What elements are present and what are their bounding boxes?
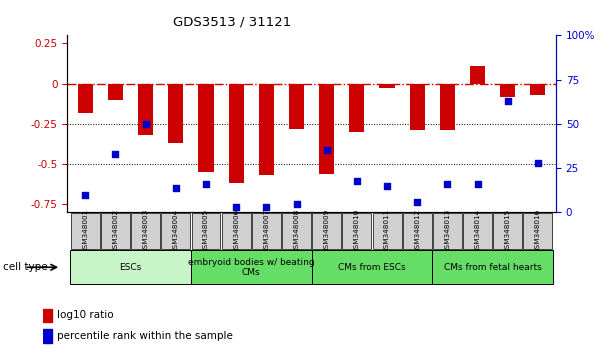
- FancyBboxPatch shape: [463, 213, 492, 249]
- FancyBboxPatch shape: [131, 213, 160, 249]
- Text: GSM348013: GSM348013: [444, 209, 450, 253]
- Text: log10 ratio: log10 ratio: [57, 310, 114, 320]
- FancyBboxPatch shape: [403, 213, 432, 249]
- Text: GSM348003: GSM348003: [142, 209, 148, 253]
- Text: GSM348010: GSM348010: [354, 209, 360, 253]
- Point: [111, 151, 120, 157]
- FancyBboxPatch shape: [71, 213, 100, 249]
- Text: CMs from fetal hearts: CMs from fetal hearts: [444, 263, 541, 272]
- Bar: [229, 84, 244, 183]
- Bar: [199, 84, 214, 172]
- Text: GSM348005: GSM348005: [203, 209, 209, 253]
- Text: GSM348007: GSM348007: [263, 209, 269, 253]
- FancyBboxPatch shape: [312, 250, 433, 284]
- Point: [533, 160, 543, 166]
- Point: [201, 181, 211, 187]
- Point: [141, 121, 150, 127]
- Text: GSM348011: GSM348011: [384, 209, 390, 253]
- Bar: [379, 84, 395, 88]
- Text: ESCs: ESCs: [119, 263, 142, 272]
- Bar: [43, 309, 52, 322]
- Text: percentile rank within the sample: percentile rank within the sample: [57, 331, 233, 341]
- Text: GSM348015: GSM348015: [505, 209, 511, 253]
- FancyBboxPatch shape: [524, 213, 552, 249]
- Text: GSM348008: GSM348008: [293, 209, 299, 253]
- Bar: [43, 329, 52, 343]
- Point: [442, 181, 452, 187]
- FancyBboxPatch shape: [282, 213, 311, 249]
- Point: [81, 192, 90, 198]
- FancyBboxPatch shape: [433, 250, 553, 284]
- FancyBboxPatch shape: [161, 213, 190, 249]
- Bar: [78, 84, 93, 113]
- Bar: [500, 84, 515, 97]
- FancyBboxPatch shape: [191, 213, 221, 249]
- FancyBboxPatch shape: [222, 213, 251, 249]
- Bar: [138, 84, 153, 135]
- Bar: [289, 84, 304, 129]
- Text: cell type: cell type: [3, 262, 48, 272]
- Text: GSM348002: GSM348002: [112, 209, 119, 253]
- Point: [382, 183, 392, 189]
- Bar: [470, 66, 485, 84]
- Text: embryoid bodies w/ beating
CMs: embryoid bodies w/ beating CMs: [188, 258, 315, 277]
- FancyBboxPatch shape: [312, 213, 341, 249]
- Bar: [349, 84, 364, 132]
- Point: [352, 178, 362, 183]
- Text: GSM348016: GSM348016: [535, 209, 541, 253]
- FancyBboxPatch shape: [252, 213, 281, 249]
- Text: GSM348014: GSM348014: [475, 209, 481, 253]
- FancyBboxPatch shape: [70, 250, 191, 284]
- Bar: [319, 84, 334, 174]
- Text: GSM348004: GSM348004: [173, 209, 179, 253]
- Bar: [108, 84, 123, 100]
- Text: GSM348012: GSM348012: [414, 209, 420, 253]
- FancyBboxPatch shape: [373, 213, 401, 249]
- Text: GSM348001: GSM348001: [82, 209, 89, 253]
- Point: [322, 148, 332, 153]
- Point: [473, 181, 483, 187]
- Text: GSM348009: GSM348009: [324, 209, 330, 253]
- FancyBboxPatch shape: [342, 213, 371, 249]
- Text: GDS3513 / 31121: GDS3513 / 31121: [173, 16, 291, 29]
- Bar: [530, 84, 546, 95]
- Text: GSM348006: GSM348006: [233, 209, 239, 253]
- Point: [232, 204, 241, 210]
- Point: [262, 204, 271, 210]
- FancyBboxPatch shape: [433, 213, 462, 249]
- FancyBboxPatch shape: [493, 213, 522, 249]
- Bar: [259, 84, 274, 175]
- Bar: [409, 84, 425, 130]
- Bar: [440, 84, 455, 130]
- Text: CMs from ESCs: CMs from ESCs: [338, 263, 406, 272]
- Point: [171, 185, 181, 190]
- Point: [291, 201, 301, 206]
- Bar: [168, 84, 183, 143]
- FancyBboxPatch shape: [191, 250, 312, 284]
- FancyBboxPatch shape: [101, 213, 130, 249]
- Point: [412, 199, 422, 205]
- Point: [503, 98, 513, 104]
